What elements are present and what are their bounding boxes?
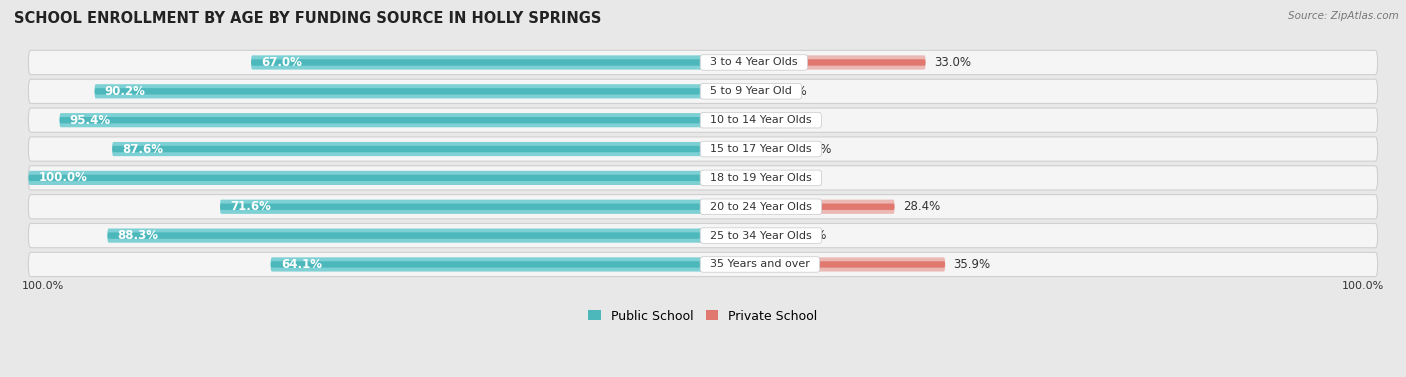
Text: Source: ZipAtlas.com: Source: ZipAtlas.com	[1288, 11, 1399, 21]
FancyBboxPatch shape	[59, 113, 703, 127]
Text: 15 to 17 Year Olds: 15 to 17 Year Olds	[703, 144, 818, 154]
FancyBboxPatch shape	[28, 224, 1378, 248]
FancyBboxPatch shape	[703, 59, 925, 66]
FancyBboxPatch shape	[703, 84, 769, 98]
FancyBboxPatch shape	[703, 117, 734, 123]
FancyBboxPatch shape	[107, 232, 703, 239]
Text: 5 to 9 Year Old: 5 to 9 Year Old	[703, 86, 799, 97]
Text: 11.7%: 11.7%	[790, 229, 827, 242]
FancyBboxPatch shape	[703, 142, 786, 156]
FancyBboxPatch shape	[703, 55, 925, 70]
FancyBboxPatch shape	[112, 146, 703, 152]
Text: 95.4%: 95.4%	[70, 114, 111, 127]
FancyBboxPatch shape	[28, 195, 1378, 219]
Text: 20 to 24 Year Olds: 20 to 24 Year Olds	[703, 202, 818, 212]
FancyBboxPatch shape	[703, 261, 945, 268]
Text: SCHOOL ENROLLMENT BY AGE BY FUNDING SOURCE IN HOLLY SPRINGS: SCHOOL ENROLLMENT BY AGE BY FUNDING SOUR…	[14, 11, 602, 26]
Legend: Public School, Private School: Public School, Private School	[583, 305, 823, 328]
Text: 35.9%: 35.9%	[953, 258, 990, 271]
FancyBboxPatch shape	[28, 171, 703, 185]
FancyBboxPatch shape	[252, 59, 703, 66]
FancyBboxPatch shape	[270, 257, 703, 271]
Text: 100.0%: 100.0%	[21, 281, 65, 291]
FancyBboxPatch shape	[28, 137, 1378, 161]
Text: 100.0%: 100.0%	[38, 172, 87, 184]
FancyBboxPatch shape	[28, 51, 1378, 75]
FancyBboxPatch shape	[28, 252, 1378, 277]
Text: 35 Years and over: 35 Years and over	[703, 259, 817, 270]
Text: 64.1%: 64.1%	[281, 258, 322, 271]
FancyBboxPatch shape	[59, 117, 703, 123]
FancyBboxPatch shape	[703, 232, 782, 239]
Text: 90.2%: 90.2%	[104, 85, 146, 98]
FancyBboxPatch shape	[703, 200, 894, 214]
Text: 25 to 34 Year Olds: 25 to 34 Year Olds	[703, 231, 818, 241]
FancyBboxPatch shape	[703, 88, 769, 95]
Text: 67.0%: 67.0%	[262, 56, 302, 69]
FancyBboxPatch shape	[703, 228, 782, 243]
FancyBboxPatch shape	[703, 146, 786, 152]
FancyBboxPatch shape	[221, 200, 703, 214]
Text: 4.6%: 4.6%	[742, 114, 772, 127]
FancyBboxPatch shape	[28, 108, 1378, 132]
FancyBboxPatch shape	[221, 204, 703, 210]
FancyBboxPatch shape	[28, 79, 1378, 103]
Text: 10 to 14 Year Olds: 10 to 14 Year Olds	[703, 115, 818, 125]
FancyBboxPatch shape	[28, 175, 703, 181]
FancyBboxPatch shape	[270, 261, 703, 268]
FancyBboxPatch shape	[703, 257, 945, 271]
FancyBboxPatch shape	[94, 88, 703, 95]
Text: 9.8%: 9.8%	[778, 85, 807, 98]
Text: 88.3%: 88.3%	[118, 229, 159, 242]
Text: 71.6%: 71.6%	[231, 200, 271, 213]
Text: 3 to 4 Year Olds: 3 to 4 Year Olds	[703, 57, 804, 67]
Text: 87.6%: 87.6%	[122, 143, 163, 156]
Text: 33.0%: 33.0%	[934, 56, 970, 69]
FancyBboxPatch shape	[252, 55, 703, 70]
FancyBboxPatch shape	[107, 228, 703, 243]
Text: 100.0%: 100.0%	[1341, 281, 1385, 291]
FancyBboxPatch shape	[28, 166, 1378, 190]
FancyBboxPatch shape	[112, 142, 703, 156]
Text: 12.4%: 12.4%	[794, 143, 832, 156]
Text: 0.0%: 0.0%	[711, 172, 741, 184]
FancyBboxPatch shape	[703, 113, 734, 127]
Text: 28.4%: 28.4%	[903, 200, 939, 213]
FancyBboxPatch shape	[703, 204, 894, 210]
FancyBboxPatch shape	[94, 84, 703, 98]
Text: 18 to 19 Year Olds: 18 to 19 Year Olds	[703, 173, 818, 183]
